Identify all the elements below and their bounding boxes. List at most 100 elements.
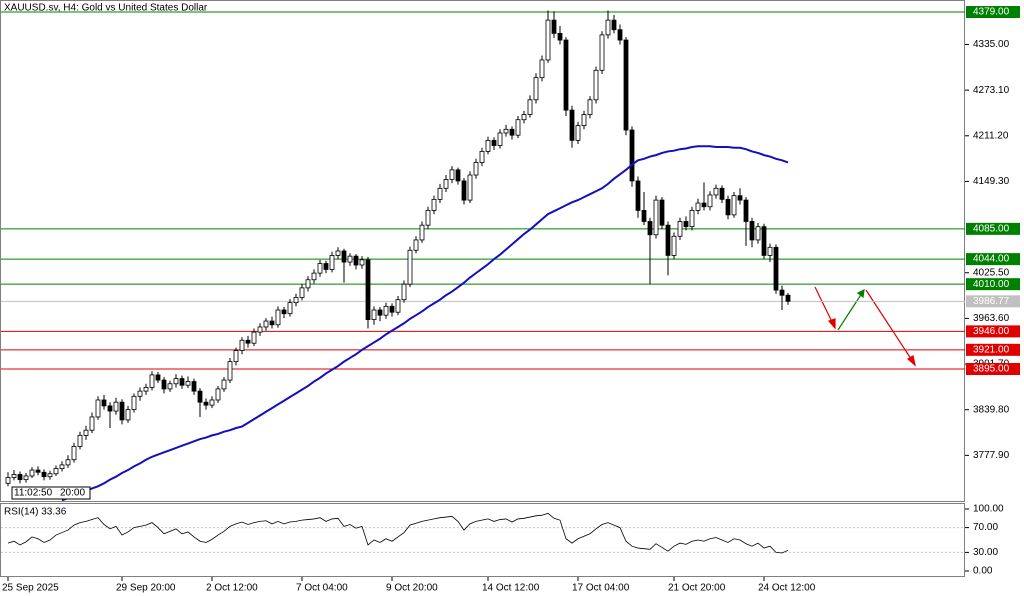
rsi-tick-label: 0.00: [973, 566, 993, 577]
x-tick-label: 2 Oct 12:00: [206, 583, 258, 594]
candle-body: [149, 374, 155, 388]
candle-body: [779, 289, 785, 296]
candle-body: [293, 297, 299, 304]
level-label: 3946.00: [973, 326, 1010, 337]
candle-body: [509, 128, 515, 136]
rsi-tick-label: 70.00: [973, 522, 998, 533]
candle-body: [119, 401, 125, 421]
candle-body: [113, 401, 119, 412]
level-box: [966, 6, 1020, 19]
candle-body: [221, 379, 227, 390]
candle-body: [527, 99, 533, 115]
last-price-box: [966, 295, 1020, 308]
candle-body: [545, 19, 551, 61]
candle-body: [377, 309, 383, 316]
candle-body: [665, 224, 671, 256]
rsi-panel: [0, 503, 965, 577]
candle-body: [353, 255, 359, 266]
candle-body: [281, 309, 287, 315]
candle-body: [539, 59, 545, 79]
candle-body: [167, 383, 173, 390]
candle-body: [767, 246, 773, 256]
candle-body: [443, 179, 449, 189]
candle-body: [431, 198, 437, 211]
level-label: 4010.00: [973, 279, 1010, 290]
candle-body: [371, 309, 377, 320]
candle-body: [83, 429, 89, 436]
candle-body: [677, 221, 683, 237]
candle-body: [641, 210, 647, 222]
candle-body: [227, 361, 233, 381]
y-tick-label: 4149.30: [973, 176, 1010, 187]
candle-body: [341, 250, 347, 263]
candle-body: [719, 187, 725, 200]
y-tick-label: 4335.00: [973, 39, 1010, 50]
rsi-label: RSI(14) 33.36: [4, 507, 67, 518]
candle-body: [605, 19, 611, 36]
candle-body: [557, 33, 563, 41]
candle-body: [251, 331, 257, 344]
candle-body: [503, 128, 509, 134]
candle-body: [761, 226, 767, 256]
last-price-label: 3986.77: [973, 296, 1010, 307]
candle-body: [335, 250, 341, 256]
candle-body: [125, 409, 131, 421]
candle-body: [725, 198, 731, 216]
candle-body: [743, 199, 749, 222]
candle-body: [239, 339, 245, 351]
candle-body: [179, 378, 185, 386]
y-tick-label: 4273.10: [973, 85, 1010, 96]
level-box: [966, 253, 1020, 266]
candle-body: [653, 199, 659, 236]
candle-body: [71, 446, 77, 461]
candle-body: [395, 299, 401, 313]
candle-body: [707, 194, 713, 208]
candle-body: [683, 221, 689, 228]
level-label: 3921.00: [973, 344, 1010, 355]
arrow-head: [906, 355, 916, 367]
candle-body: [413, 239, 419, 251]
candle-body: [533, 77, 539, 101]
x-tick-label: 17 Oct 04:00: [572, 583, 630, 594]
candle-body: [635, 180, 641, 211]
crosshair-box: [11, 486, 91, 500]
candle-body: [5, 477, 11, 484]
candle-body: [191, 381, 197, 392]
level-box: [966, 363, 1020, 376]
arrow: [837, 289, 865, 331]
candle-body: [755, 226, 761, 241]
candle-body: [287, 302, 293, 315]
level-label: 4085.00: [973, 224, 1010, 235]
candle-body: [785, 294, 791, 302]
candle-body: [461, 180, 467, 201]
candle-body: [479, 151, 485, 163]
candle-body: [407, 249, 413, 285]
x-tick-label: 24 Oct 12:00: [758, 583, 816, 594]
candle-body: [389, 305, 395, 313]
crosshair-label: 20:00: [60, 488, 85, 499]
candle-body: [659, 199, 665, 226]
candle-body: [401, 283, 407, 301]
level-box: [966, 222, 1020, 235]
rsi-tick-label: 30.00: [973, 547, 998, 558]
scenario-arrows: [814, 286, 916, 367]
x-tick-label: 9 Oct 20:00: [386, 583, 438, 594]
candle-body: [701, 202, 707, 208]
candle-body: [737, 195, 743, 201]
x-tick-label: 21 Oct 20:00: [668, 583, 726, 594]
level-box: [966, 278, 1020, 291]
candle-body: [35, 469, 41, 473]
candle-body: [611, 19, 617, 31]
candle-body: [77, 434, 83, 447]
chart-title: XAUUSD.sv, H4: Gold vs United States Dol…: [4, 3, 208, 14]
candle-body: [203, 401, 209, 406]
candle-body: [365, 259, 371, 320]
x-tick-label: 29 Sep 20:00: [116, 583, 176, 594]
candle-body: [41, 471, 47, 478]
candle-body: [647, 221, 653, 236]
candle-body: [143, 387, 149, 392]
candle-body: [263, 320, 269, 328]
candle-body: [467, 174, 473, 201]
candle-body: [437, 187, 443, 200]
rsi-line: [7, 512, 789, 554]
